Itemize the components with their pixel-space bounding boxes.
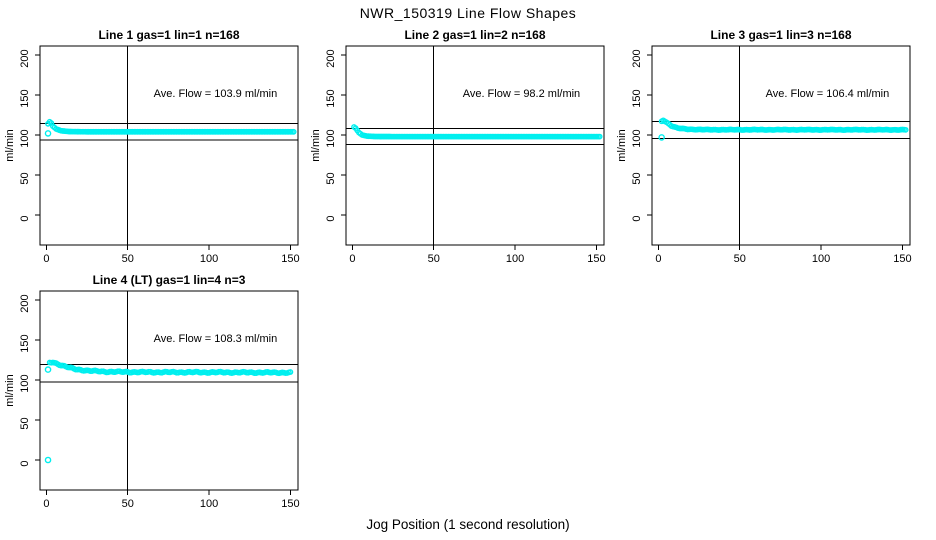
data-point — [290, 128, 297, 135]
subplot-1: Line 1 gas=1 lin=1 n=168 Ave. Flow = 103.… — [4, 28, 300, 265]
subplot-2: Line 2 gas=1 lin=2 n=168 Ave. Flow = 98.2… — [310, 28, 606, 265]
subplot-4: Line 4 (LT) gas=1 lin=4 n=3 Ave. Flow = 1… — [4, 273, 300, 510]
y-tick-label: 100 — [631, 129, 643, 147]
x-tick-label: 0 — [43, 498, 49, 510]
y-tick-label: 50 — [19, 417, 31, 429]
data-point — [596, 133, 603, 140]
y-tick-label: 50 — [631, 172, 643, 184]
outlier-point — [44, 456, 52, 464]
y-tick-label: 100 — [19, 129, 31, 147]
y-tick-label: 150 — [19, 89, 31, 107]
y-tick-label: 200 — [19, 49, 31, 67]
outlier-point — [44, 366, 52, 373]
y-tick-label: 200 — [19, 294, 31, 312]
y-tick-label: 150 — [19, 334, 31, 352]
x-axis-label: Jog Position (1 second resolution) — [366, 517, 570, 532]
y-tick-label: 0 — [19, 460, 31, 466]
figure-title: NWR_150319 Line Flow Shapes — [359, 5, 577, 21]
x-tick-label: 50 — [122, 498, 134, 510]
ave-flow-annotation: Ave. Flow = 108.3 ml/min — [154, 333, 278, 345]
subplot-title: Line 2 gas=1 lin=2 n=168 — [404, 28, 545, 42]
y-tick-label: 150 — [631, 89, 643, 107]
ave-flow-annotation: Ave. Flow = 98.2 ml/min — [463, 88, 580, 100]
ave-flow-annotation: Ave. Flow = 106.4 ml/min — [766, 88, 890, 100]
y-tick-label: 0 — [325, 215, 337, 221]
plot-box — [39, 45, 299, 246]
x-tick-label: 50 — [428, 253, 440, 265]
data-point — [287, 369, 294, 375]
x-tick-label: 0 — [349, 253, 355, 265]
outlier-point — [44, 130, 52, 137]
x-tick-label: 50 — [734, 253, 746, 265]
y-axis-title: ml/min — [310, 129, 322, 161]
y-tick-label: 50 — [325, 172, 337, 184]
x-tick-label: 150 — [893, 253, 911, 265]
x-tick-label: 0 — [43, 253, 49, 265]
subplot-title: Line 4 (LT) gas=1 lin=4 n=3 — [93, 273, 246, 287]
x-tick-label: 100 — [200, 253, 218, 265]
y-axis-title: ml/min — [4, 129, 16, 161]
x-tick-label: 150 — [281, 498, 299, 510]
y-axis-title: ml/min — [616, 129, 628, 161]
y-tick-label: 0 — [631, 215, 643, 221]
subplot-title: Line 1 gas=1 lin=1 n=168 — [98, 28, 239, 42]
subplot-title: Line 3 gas=1 lin=3 n=168 — [710, 28, 851, 42]
plot-box — [39, 290, 299, 491]
plot-box — [651, 45, 911, 246]
x-tick-label: 100 — [200, 498, 218, 510]
y-tick-label: 50 — [19, 172, 31, 184]
subplot-3: Line 3 gas=1 lin=3 n=168 Ave. Flow = 106.… — [616, 28, 912, 265]
outlier-point — [658, 134, 665, 141]
y-tick-label: 150 — [325, 89, 337, 107]
plot-box — [345, 45, 605, 246]
y-tick-label: 200 — [325, 49, 337, 67]
x-tick-label: 50 — [122, 253, 134, 265]
x-tick-label: 150 — [587, 253, 605, 265]
x-tick-label: 100 — [506, 253, 524, 265]
y-tick-label: 200 — [631, 49, 643, 67]
x-tick-label: 0 — [655, 253, 661, 265]
data-point — [902, 126, 909, 133]
y-axis-title: ml/min — [4, 374, 16, 406]
y-tick-label: 100 — [19, 374, 31, 392]
y-tick-label: 0 — [19, 215, 31, 221]
x-tick-label: 150 — [281, 253, 299, 265]
y-tick-label: 100 — [325, 129, 337, 147]
ave-flow-annotation: Ave. Flow = 103.9 ml/min — [154, 88, 278, 100]
x-tick-label: 100 — [812, 253, 830, 265]
